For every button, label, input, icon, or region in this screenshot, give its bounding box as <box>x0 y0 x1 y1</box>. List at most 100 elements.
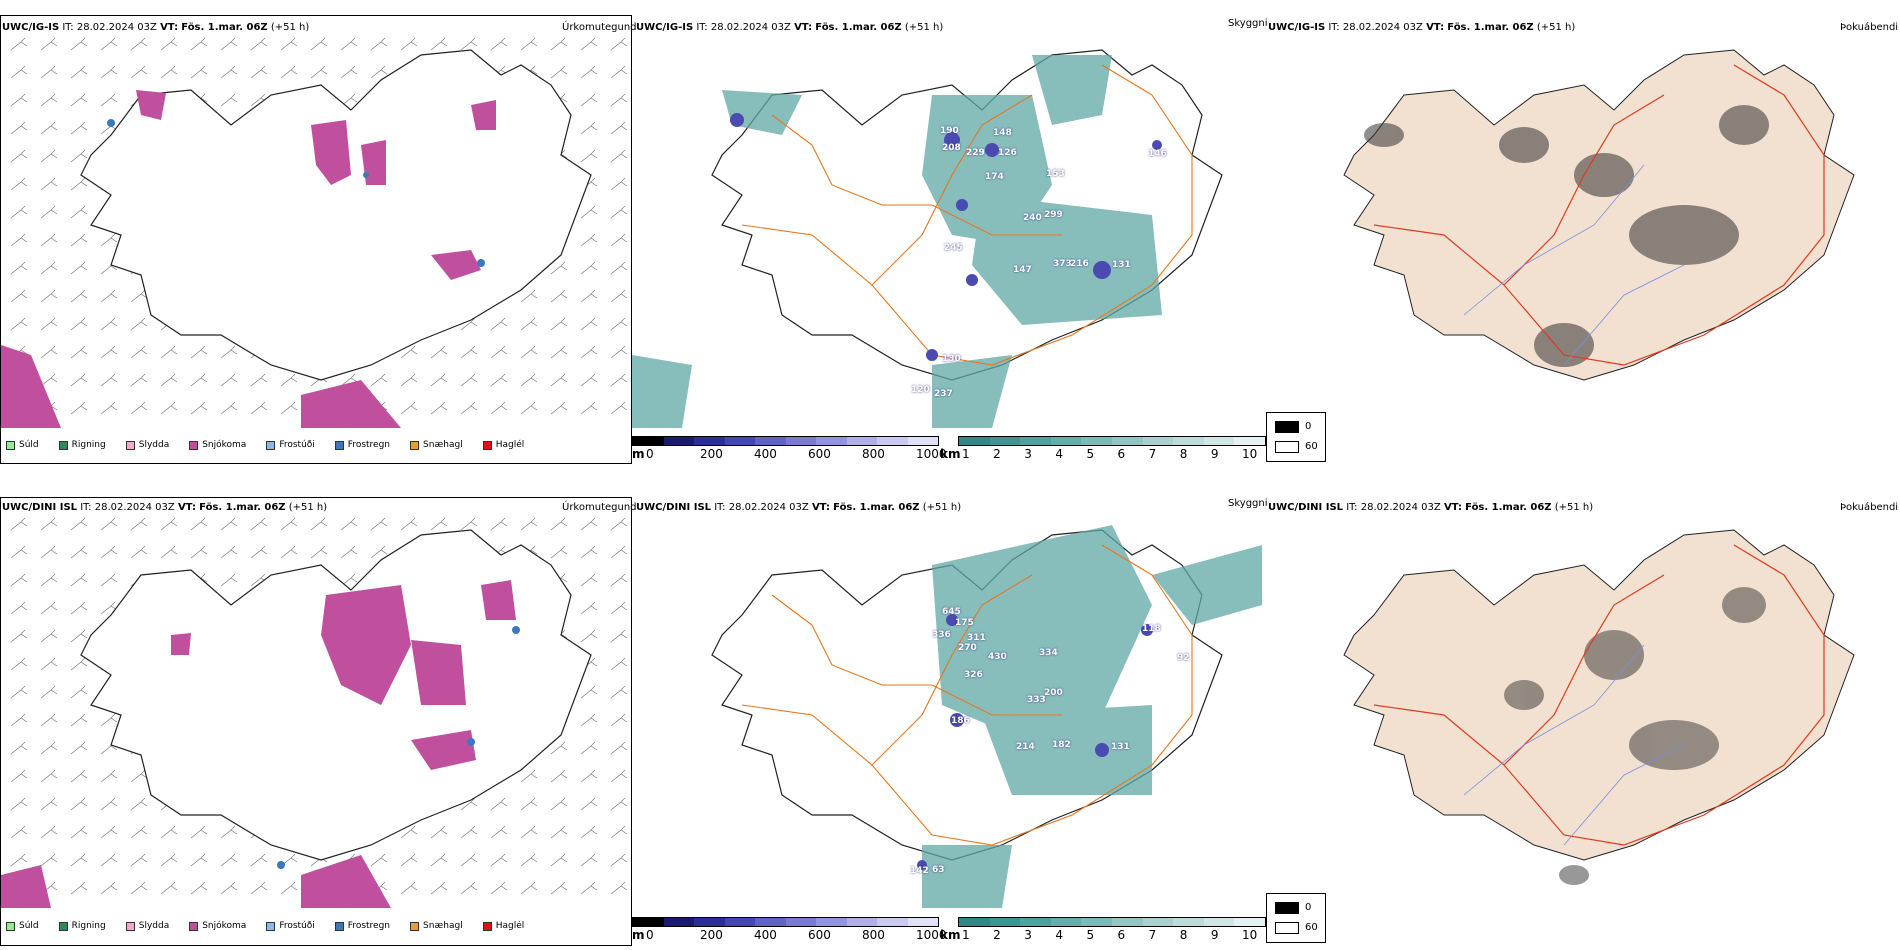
wind-barb-icon <box>580 713 598 727</box>
legend-label: Snæhagl <box>423 921 463 931</box>
header-fog: UWC/IG-IS IT: 28.02.2024 03Z VT: Fös. 1.… <box>1268 22 1576 33</box>
legend-swatch <box>125 921 135 931</box>
wind-barb-icon <box>580 373 598 387</box>
wind-barb-icon <box>430 373 448 387</box>
wind-barb-icon <box>10 205 28 219</box>
wind-barb-icon <box>610 685 628 699</box>
wind-barb-icon <box>610 261 628 275</box>
legend-label: Rigning <box>71 921 106 931</box>
wind-barb-icon <box>520 345 538 359</box>
fog-swatch-60 <box>1275 441 1299 453</box>
wind-barb-icon <box>610 825 628 839</box>
wind-barb-icon <box>70 261 88 275</box>
visibility-tick-label: 4 <box>1055 928 1063 942</box>
wind-barb-icon <box>220 345 238 359</box>
cloud-base-label: 146 <box>1148 149 1167 159</box>
visibility-unit: km <box>940 447 961 461</box>
wind-barb-icon <box>550 317 568 331</box>
wind-barb-icon <box>190 345 208 359</box>
wind-barb-icon <box>190 853 208 867</box>
cloud-base-color-step <box>846 918 877 926</box>
fog-label-0: 0 <box>1305 902 1312 913</box>
wind-barb-icon <box>250 545 268 559</box>
wind-barb-icon <box>40 741 58 755</box>
wind-barb-icon <box>580 797 598 811</box>
wind-barb-icon <box>100 289 118 303</box>
cloud-base-label: 299 <box>1044 210 1063 220</box>
wind-barb-icon <box>10 37 28 51</box>
legend-swatch <box>58 440 68 450</box>
wind-barb-icon <box>520 881 538 895</box>
cloud-base-label: 208 <box>942 143 961 153</box>
wind-barb-icon <box>430 517 448 531</box>
cloud-base-tick-label: 400 <box>754 928 777 942</box>
cloud-base-tick-label: 600 <box>808 928 831 942</box>
fog-legend-box: 0 60 <box>1266 893 1326 943</box>
cloud-base-unit: m <box>632 447 645 461</box>
cloud-base-label: 130 <box>942 354 961 364</box>
wind-barb-icon <box>70 657 88 671</box>
fog-swatch-60 <box>1275 922 1299 934</box>
visibility-color-step <box>1142 918 1174 926</box>
wind-barb-icon <box>220 401 238 415</box>
wind-barb-icon <box>220 517 238 531</box>
wind-barb-icon <box>610 289 628 303</box>
wind-barb-icon <box>520 769 538 783</box>
wind-barb-icon <box>100 573 118 587</box>
visibility-tick-label: 1 <box>962 447 970 461</box>
roads <box>741 544 1193 846</box>
visibility-tick-label: 8 <box>1179 928 1188 942</box>
wind-barb-icon <box>70 93 88 107</box>
wind-barb-icon <box>190 825 208 839</box>
cloud-base-color-step <box>785 437 816 445</box>
precip-type-map <box>1 37 628 428</box>
wind-barb-icon <box>250 853 268 867</box>
fog-label-0: 0 <box>1305 421 1312 432</box>
wind-barb-icon <box>220 37 238 51</box>
wind-barb-icon <box>190 37 208 51</box>
wind-barb-icon <box>70 629 88 643</box>
roads <box>741 64 1193 366</box>
wind-barb-icon <box>10 261 28 275</box>
legend-swatch <box>6 440 15 450</box>
cloud-base-label: 182 <box>1052 740 1071 750</box>
wind-barb-icon <box>160 37 178 51</box>
wind-barb-icon <box>490 853 508 867</box>
wind-barb-icon <box>70 233 88 247</box>
cloud-base-label: 153 <box>1046 169 1065 179</box>
wind-barb-icon <box>10 65 28 79</box>
wind-barb-icon <box>40 121 58 135</box>
wind-barb-icon <box>70 741 88 755</box>
wind-barb-icon <box>220 825 238 839</box>
wind-barb-icon <box>400 373 418 387</box>
wind-barb-icon <box>70 685 88 699</box>
cloud-base-label: 245 <box>944 243 963 253</box>
wind-barb-icon <box>130 545 148 559</box>
precip-type-title: Úrkomutegund <box>562 502 637 513</box>
wind-barb-icon <box>40 629 58 643</box>
cloud-base-label: 142 <box>910 866 929 876</box>
wind-barb-icon <box>160 65 178 79</box>
cloud-base-colorbar <box>632 917 939 927</box>
visibility-tick-label: 6 <box>1117 928 1126 942</box>
cloud-base-label: 229 <box>966 148 985 158</box>
legend-item: Rigning <box>58 921 106 931</box>
wind-barb-icon <box>520 401 538 415</box>
legend-swatch <box>410 921 420 931</box>
wind-barb-icon <box>580 233 598 247</box>
legend-label: Snjókoma <box>202 921 247 931</box>
wind-barb-icon <box>130 373 148 387</box>
visibility-tick-label: 6 <box>1117 447 1126 461</box>
wind-barb-icon <box>10 741 28 755</box>
visibility-tick-label: 5 <box>1086 928 1095 942</box>
legend-swatch <box>410 440 420 450</box>
visibility-color-step <box>1142 437 1174 445</box>
wind-barb-icon <box>190 65 208 79</box>
legend-item: Frostregn <box>334 921 390 931</box>
wind-barb-icon <box>100 545 118 559</box>
cloud-base-label: 131 <box>1112 260 1131 270</box>
wind-barb-icon <box>580 825 598 839</box>
legend-item: Haglél <box>482 921 524 931</box>
wind-barb-icon <box>220 881 238 895</box>
wind-barb-icon <box>130 797 148 811</box>
